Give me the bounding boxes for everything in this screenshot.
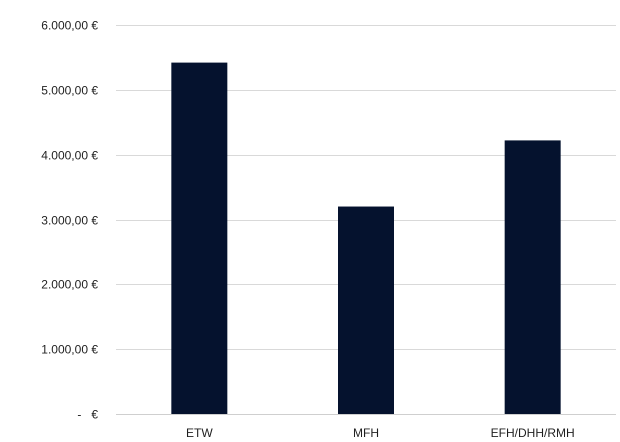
y-tick-label: 5.000,00 €: [41, 84, 98, 98]
x-category-label: ETW: [186, 426, 213, 440]
x-category-label: EFH/DHH/RMH: [491, 426, 575, 440]
bar-mfh: [338, 206, 394, 414]
y-tick-label: 4.000,00 €: [41, 149, 98, 163]
x-axis-category-labels: ETW MFH EFH/DHH/RMH: [186, 426, 575, 440]
y-tick-label: 2.000,00 €: [41, 278, 98, 292]
bars: [171, 62, 561, 415]
x-category-label: MFH: [353, 426, 379, 440]
y-tick-label: - €: [77, 408, 98, 422]
y-tick-label: 3.000,00 €: [41, 214, 98, 228]
bar-efh-dhh-rmh: [504, 140, 561, 415]
y-axis-tick-labels: - € 1.000,00 € 2.000,00 € 3.000,00 € 4.000,0…: [41, 19, 98, 422]
bar-etw: [171, 62, 228, 414]
y-tick-label: 1.000,00 €: [41, 343, 98, 357]
y-tick-label: 6.000,00 €: [41, 19, 98, 33]
